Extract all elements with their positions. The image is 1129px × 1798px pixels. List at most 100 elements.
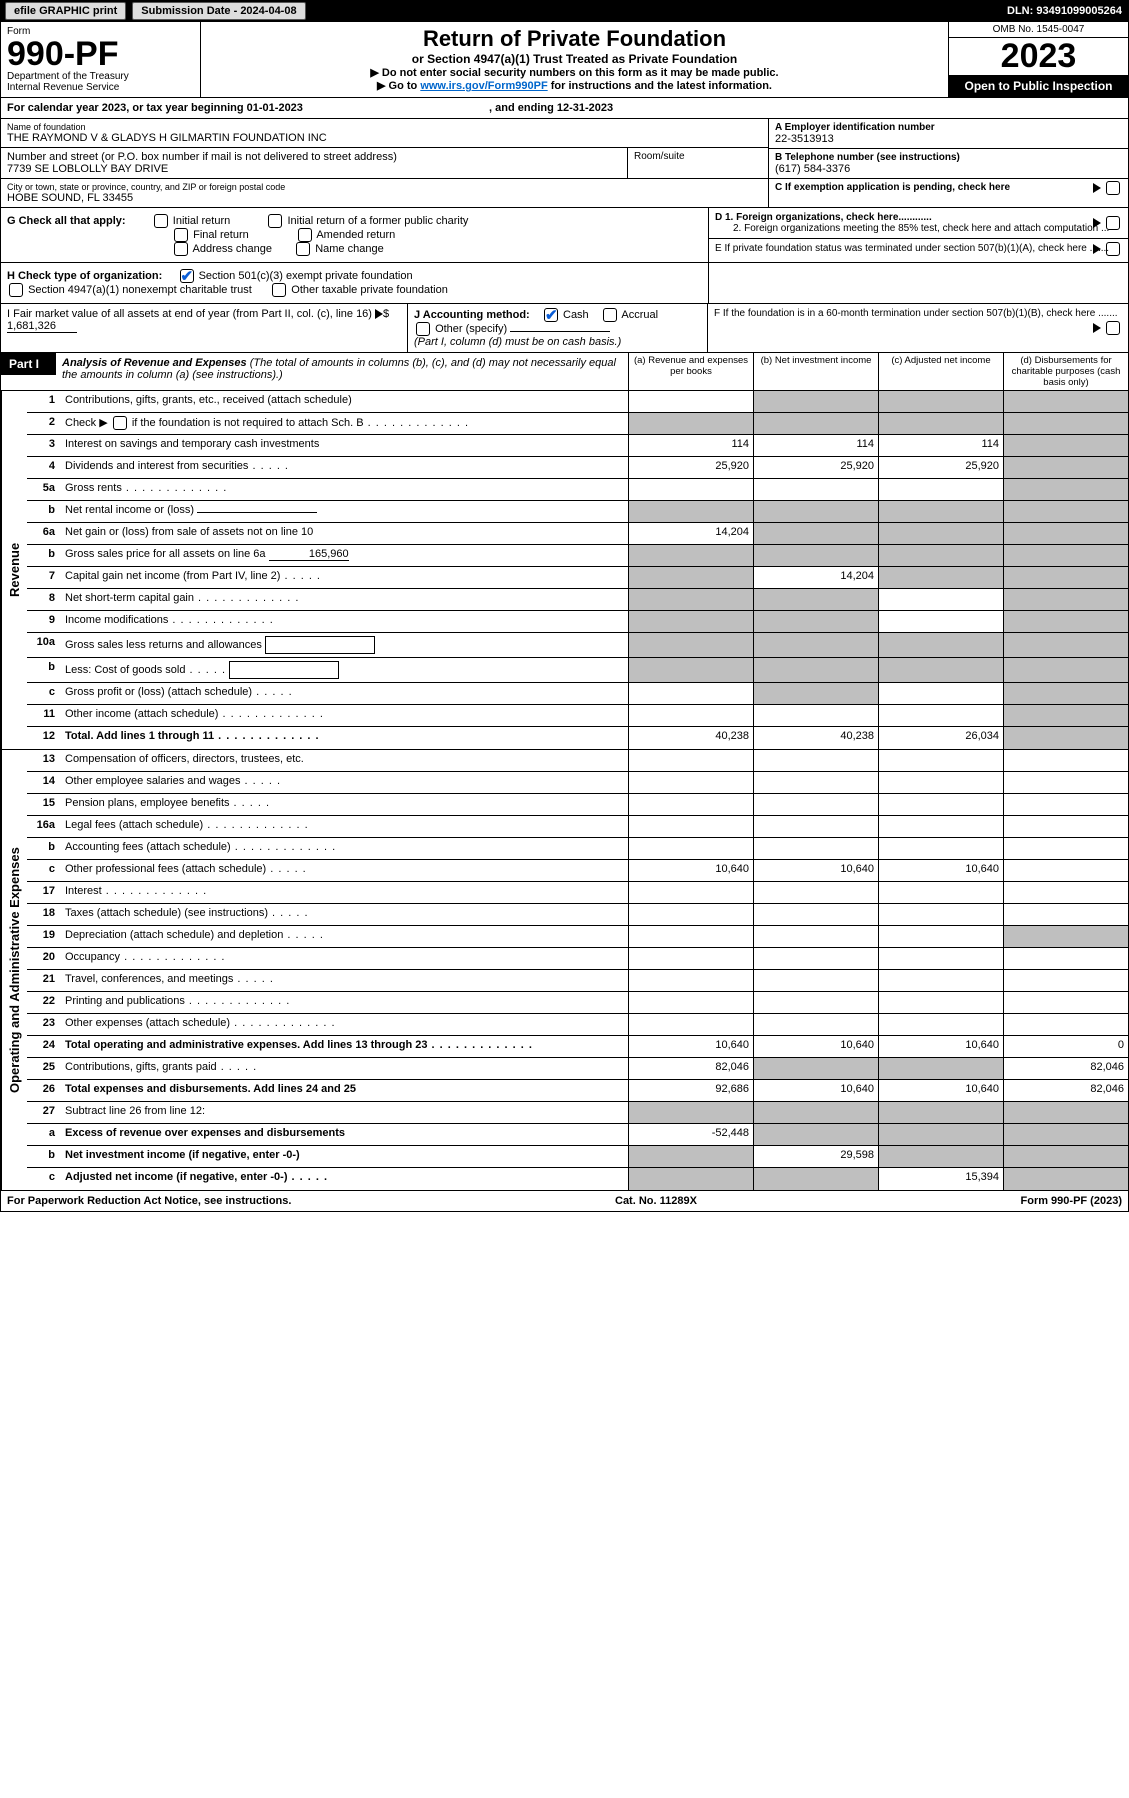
expenses-side-label: Operating and Administrative Expenses: [1, 750, 27, 1190]
street-value: 7739 SE LOBLOLLY BAY DRIVE: [7, 163, 621, 175]
cal-begin: For calendar year 2023, or tax year begi…: [7, 102, 303, 114]
row22-desc: Printing and publications: [61, 992, 628, 1013]
row27c-desc: Adjusted net income (if negative, enter …: [61, 1168, 628, 1190]
d1-checkbox[interactable]: [1106, 216, 1120, 230]
row13-desc: Compensation of officers, directors, tru…: [61, 750, 628, 771]
h-501c3-chk[interactable]: [180, 269, 194, 283]
omb-number: OMB No. 1545-0047: [949, 22, 1128, 38]
i-label: I Fair market value of all assets at end…: [7, 308, 372, 320]
r12b: 40,238: [753, 727, 878, 749]
calendar-year-row: For calendar year 2023, or tax year begi…: [0, 98, 1129, 119]
r24d: 0: [1003, 1036, 1128, 1057]
foundation-name: THE RAYMOND V & GLADYS H GILMARTIN FOUND…: [7, 132, 762, 144]
street-label: Number and street (or P.O. box number if…: [7, 151, 621, 163]
col-b-head: (b) Net investment income: [753, 353, 878, 390]
j-cash-chk[interactable]: [544, 308, 558, 322]
r16ca: 10,640: [628, 860, 753, 881]
g-amended-chk[interactable]: [298, 228, 312, 242]
tax-year: 2023: [949, 38, 1128, 75]
d1-row: D 1. Foreign organizations, check here..…: [709, 208, 1128, 239]
r26c: 10,640: [878, 1080, 1003, 1101]
row1-desc: Contributions, gifts, grants, etc., rece…: [61, 391, 628, 412]
revenue-grid: Revenue 1Contributions, gifts, grants, e…: [0, 391, 1129, 750]
j-label: J Accounting method:: [414, 309, 530, 321]
dept-treasury: Department of the Treasury: [7, 71, 194, 82]
g-final-return-chk[interactable]: [174, 228, 188, 242]
row16c-desc: Other professional fees (attach schedule…: [61, 860, 628, 881]
g-o3: Address change: [193, 243, 273, 255]
g-label: G Check all that apply:: [7, 215, 126, 227]
r25d: 82,046: [1003, 1058, 1128, 1079]
j-other-chk[interactable]: [416, 322, 430, 336]
row5b-desc: Net rental income or (loss): [61, 501, 628, 522]
row10c-desc: Gross profit or (loss) (attach schedule): [61, 683, 628, 704]
g-name-chk[interactable]: [296, 242, 310, 256]
phone-value: (617) 584-3376: [775, 163, 1122, 175]
h-other-chk[interactable]: [272, 283, 286, 297]
efile-print-button[interactable]: efile GRAPHIC print: [5, 2, 126, 20]
row12-desc: Total. Add lines 1 through 11: [61, 727, 628, 749]
part1-title: Analysis of Revenue and Expenses (The to…: [56, 353, 628, 390]
part1-label: Part I: [1, 353, 56, 375]
row27-desc: Subtract line 26 from line 12:: [61, 1102, 628, 1123]
c-checkbox[interactable]: [1106, 181, 1120, 195]
row18-desc: Taxes (attach schedule) (see instruction…: [61, 904, 628, 925]
form-number: 990-PF: [7, 37, 194, 71]
r27aa: -52,448: [628, 1124, 753, 1145]
g-o2: Final return: [193, 229, 249, 241]
g-initial-return-chk[interactable]: [154, 214, 168, 228]
ein-label: A Employer identification number: [775, 122, 1122, 133]
row6b-desc: Gross sales price for all assets on line…: [61, 545, 628, 566]
schb-checkbox[interactable]: [113, 416, 127, 430]
instr-goto-pre: ▶ Go to: [377, 80, 420, 92]
r16cc: 10,640: [878, 860, 1003, 881]
g-initial-public-chk[interactable]: [268, 214, 282, 228]
row27b-desc: Net investment income (if negative, ente…: [61, 1146, 628, 1167]
row11-desc: Other income (attach schedule): [61, 705, 628, 726]
h-block: H Check type of organization: Section 50…: [1, 263, 708, 303]
e-label: E If private foundation status was termi…: [715, 243, 1109, 254]
row16a-desc: Legal fees (attach schedule): [61, 816, 628, 837]
room-suite: Room/suite: [628, 148, 768, 178]
form-title: Return of Private Foundation: [205, 26, 944, 52]
r7b: 14,204: [753, 567, 878, 588]
room-label: Room/suite: [634, 151, 762, 162]
instr-link-line: ▶ Go to www.irs.gov/Form990PF for instru…: [205, 79, 944, 92]
j-accrual-chk[interactable]: [603, 308, 617, 322]
r26b: 10,640: [753, 1080, 878, 1101]
f-checkbox[interactable]: [1106, 321, 1120, 335]
row20-desc: Occupancy: [61, 948, 628, 969]
city-row: City or town, state or province, country…: [1, 179, 768, 207]
r3b: 114: [753, 435, 878, 456]
year-block: OMB No. 1545-0047 2023 Open to Public In…: [948, 22, 1128, 97]
r27bb: 29,598: [753, 1146, 878, 1167]
col-d-head: (d) Disbursements for charitable purpose…: [1003, 353, 1128, 390]
f-block: F If the foundation is in a 60-month ter…: [708, 304, 1128, 352]
page-footer: For Paperwork Reduction Act Notice, see …: [0, 1191, 1129, 1212]
j-note: (Part I, column (d) must be on cash basi…: [414, 336, 621, 348]
j-accrual: Accrual: [621, 309, 658, 321]
ijf-row: I Fair market value of all assets at end…: [0, 304, 1129, 353]
row3-desc: Interest on savings and temporary cash i…: [61, 435, 628, 456]
g-address-chk[interactable]: [174, 242, 188, 256]
e-checkbox[interactable]: [1106, 242, 1120, 256]
instr-goto-post: for instructions and the latest informat…: [548, 80, 772, 92]
r26d: 82,046: [1003, 1080, 1128, 1101]
i-value: 1,681,326: [7, 320, 77, 333]
row8-desc: Net short-term capital gain: [61, 589, 628, 610]
name-label: Name of foundation: [7, 122, 762, 132]
h-o2: Section 4947(a)(1) nonexempt charitable …: [28, 284, 252, 296]
row6a-desc: Net gain or (loss) from sale of assets n…: [61, 523, 628, 544]
r6aa: 14,204: [628, 523, 753, 544]
e-row: E If private foundation status was termi…: [709, 239, 1128, 258]
j-block: J Accounting method: Cash Accrual Other …: [408, 304, 708, 352]
arrow-icon: [1093, 244, 1101, 254]
h-o1: Section 501(c)(3) exempt private foundat…: [199, 270, 413, 282]
irs-link[interactable]: www.irs.gov/Form990PF: [420, 80, 547, 92]
d1-label: D 1. Foreign organizations, check here..…: [715, 212, 932, 223]
h-4947-chk[interactable]: [9, 283, 23, 297]
check-section: G Check all that apply: Initial return I…: [0, 208, 1129, 263]
part1-header: Part I Analysis of Revenue and Expenses …: [0, 353, 1129, 391]
street-row: Number and street (or P.O. box number if…: [1, 148, 628, 178]
arrow-icon: [375, 309, 383, 319]
